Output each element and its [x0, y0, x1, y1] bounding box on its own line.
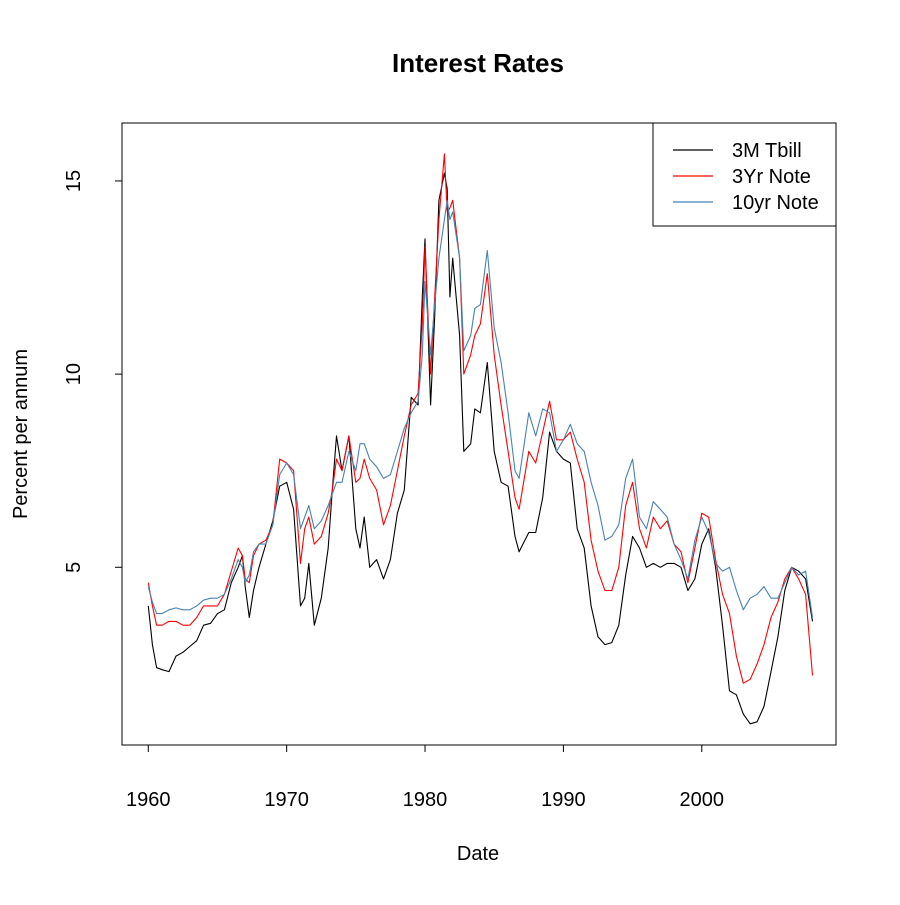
x-tick-label: 1960 [126, 789, 171, 811]
legend-box [652, 122, 837, 227]
x-tick-label: 1990 [541, 789, 586, 811]
legend-label: 10yr Note [732, 192, 819, 214]
y-tick-label: 15 [63, 170, 85, 192]
x-tick-label: 1970 [264, 789, 309, 811]
series-line-2 [147, 153, 814, 684]
y-axis: 5 10 15 [63, 170, 123, 573]
y-tick-label: 10 [63, 363, 85, 385]
x-axis-title: Date [457, 843, 499, 865]
legend-label: 3Yr Note [732, 166, 811, 188]
legend: 3M Tbill 3Yr Note 10yr Note [652, 122, 837, 227]
series-layer [147, 153, 814, 725]
y-axis-title: Percent per annum [10, 349, 32, 519]
series-line-1 [147, 172, 814, 725]
legend-label: 3M Tbill [732, 140, 802, 162]
x-tick-label: 2000 [680, 789, 725, 811]
y-tick-label: 5 [63, 562, 85, 573]
series-line-3 [147, 199, 814, 618]
chart-title: Interest Rates [392, 48, 564, 78]
x-axis: 1960 1970 1980 1990 2000 [126, 744, 725, 811]
x-tick-label: 1980 [403, 789, 448, 811]
